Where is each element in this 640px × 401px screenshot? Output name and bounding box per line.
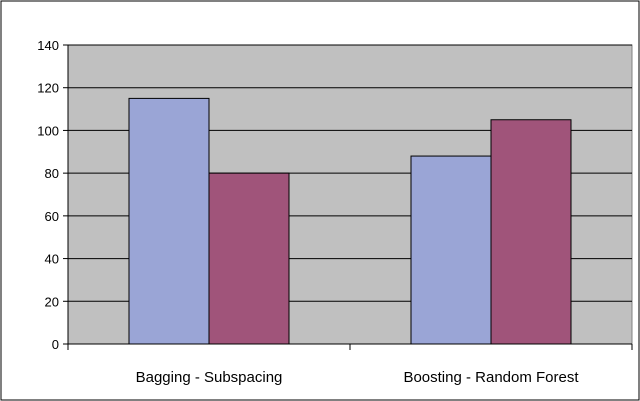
y-tick-label: 40 xyxy=(45,252,59,267)
bars xyxy=(128,97,572,345)
x-axis-labels: Bagging - Subspacing Boosting - Random Fo… xyxy=(136,369,580,386)
y-tick-label: 140 xyxy=(37,38,59,53)
x-category-label: Bagging - Subspacing xyxy=(136,369,283,386)
bar-series-1-1 xyxy=(128,97,210,345)
bar-series-2-1 xyxy=(208,172,290,345)
y-tick-label: 60 xyxy=(45,209,59,224)
y-tick-label: 80 xyxy=(45,166,59,181)
bar-series-2-2 xyxy=(490,119,572,345)
x-category-label: Boosting - Random Forest xyxy=(403,369,579,386)
y-axis-ticks: 0 20 40 60 80 100 120 140 xyxy=(37,38,68,352)
y-tick-label: 100 xyxy=(37,123,59,138)
y-tick-label: 20 xyxy=(45,294,59,309)
bar-series-1-2 xyxy=(410,155,492,345)
y-tick-label: 0 xyxy=(52,337,59,352)
y-tick-label: 120 xyxy=(37,81,59,96)
axes xyxy=(67,45,633,350)
